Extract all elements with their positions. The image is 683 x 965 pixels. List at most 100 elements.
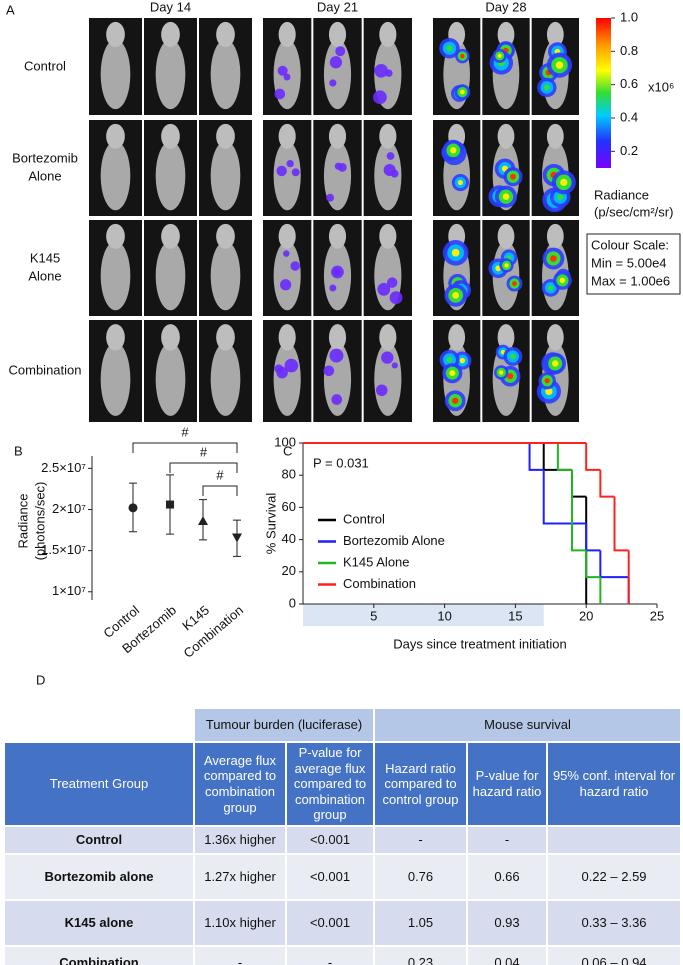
survival-step (585, 443, 601, 471)
table-cell: 0.06 – 0.94 (545, 944, 683, 965)
x-tick-label: 10 (437, 608, 451, 623)
column-header: Hazard ratio compared to control group (373, 741, 468, 827)
survival-step (571, 469, 587, 498)
mouse-head (216, 123, 235, 149)
table-cell: 0.66 (466, 852, 548, 901)
signal-blob (507, 373, 514, 380)
y-axis-label: % Survival (263, 493, 278, 555)
column-header: P-value for hazard ratio (466, 741, 548, 827)
signal-blob (452, 397, 459, 404)
row-label: Alone (28, 268, 61, 283)
table-row: Control 1.36x higher <0.001- - (3, 824, 683, 855)
mouse-head (216, 324, 235, 351)
mouse-head (328, 324, 347, 351)
legend-label: K145 Alone (343, 554, 410, 569)
table-cell: <0.001 (285, 898, 375, 947)
mouse-body (273, 241, 301, 311)
mouse-head (497, 21, 515, 48)
column-header: Day 21 (317, 0, 358, 14)
y-tick-label: 60 (282, 499, 296, 514)
mouse-body (323, 39, 352, 110)
table-cell: 1.36x higher (193, 824, 287, 855)
colorbar (596, 18, 611, 168)
mouse-head (106, 223, 125, 249)
table-row: Combination - -0.23 0.04 0.06 – 0.94 (3, 944, 683, 965)
table-cell: 0.33 – 3.36 (545, 898, 683, 947)
colorbar-tick-label: 0.4 (620, 109, 638, 124)
signal-blob (331, 394, 343, 405)
mouse-body (273, 141, 301, 211)
survival-step (599, 550, 629, 579)
signal-blob (389, 291, 403, 305)
mouse-head (379, 21, 397, 48)
colorbar-tick-label: 0.6 (620, 76, 638, 91)
table-cell: 1.27x higher (193, 852, 287, 901)
signal-blob (381, 351, 394, 364)
table-row: Bortezomib alone 1.27x higher <0.001 0.76 0.… (3, 852, 683, 901)
row-label: Alone (28, 168, 61, 183)
signal-blob (329, 284, 337, 292)
signal-blob (373, 90, 387, 105)
y-tick-label: 20 (282, 563, 296, 578)
mouse-body (155, 342, 186, 416)
panel-label: A (6, 2, 15, 17)
mouse-body (100, 141, 131, 211)
y-tick-label: 40 (282, 531, 296, 546)
mouse-head (278, 21, 296, 48)
table-cell: - (193, 944, 287, 965)
table-cell: <0.001 (285, 852, 375, 901)
column-header: P-value for average flux compared to com… (285, 741, 375, 827)
signal-blob (557, 194, 564, 201)
signal-blob (548, 285, 554, 291)
signal-blob (323, 365, 335, 377)
x-tick-label: 25 (650, 608, 664, 623)
mouse-head (546, 21, 564, 48)
colorbar-tick-label: 0.2 (620, 143, 638, 158)
signal-blob (551, 360, 559, 367)
row-label: Bortezomib (12, 150, 78, 165)
treatment-span (303, 604, 544, 626)
data-marker (128, 503, 138, 513)
mouse-body (155, 39, 186, 110)
mouse-head (546, 324, 564, 351)
mouse-body (210, 39, 241, 110)
scale-box-text: Colour Scale: (591, 237, 669, 252)
signal-blob (386, 277, 398, 288)
row-label: Combination (9, 362, 82, 377)
row-label: K145 (30, 250, 60, 265)
column-header: Average flux compared to combination gro… (193, 741, 287, 827)
significance-bracket (202, 485, 238, 496)
data-marker (232, 533, 242, 543)
signal-blob (504, 263, 509, 268)
x-tick-label: 20 (579, 608, 593, 623)
y-tick-label: 1.5×10⁷ (41, 542, 86, 557)
y-tick-label: 1×10⁷ (52, 583, 86, 598)
mouse-body (323, 141, 352, 211)
mouse-head (546, 223, 564, 249)
x-tick-label: 15 (508, 608, 522, 623)
signal-blob (284, 358, 299, 373)
legend-label: Control (343, 511, 385, 526)
table-cell: 0.76 (373, 852, 468, 901)
signal-blob (337, 162, 347, 172)
signal-blob (391, 362, 398, 369)
mouse-head (216, 223, 235, 249)
signal-blob (280, 279, 292, 291)
scale-box-text: Max = 1.00e6 (591, 273, 670, 288)
scale-box-text: Min = 5.00e4 (591, 255, 667, 270)
signal-blob (283, 250, 290, 257)
survival-step (585, 550, 601, 579)
mouse-head (546, 123, 564, 149)
group-header: Mouse survival (372, 707, 683, 743)
significance-label: # (200, 444, 208, 459)
significance-label: # (181, 424, 189, 439)
signal-blob (559, 277, 566, 284)
signal-blob (276, 165, 287, 177)
panel-label: B (14, 443, 23, 458)
table-cell (545, 824, 683, 855)
data-marker (198, 516, 208, 526)
row-label: Control (24, 58, 66, 73)
mouse-head (497, 223, 515, 249)
signal-blob (329, 56, 343, 69)
